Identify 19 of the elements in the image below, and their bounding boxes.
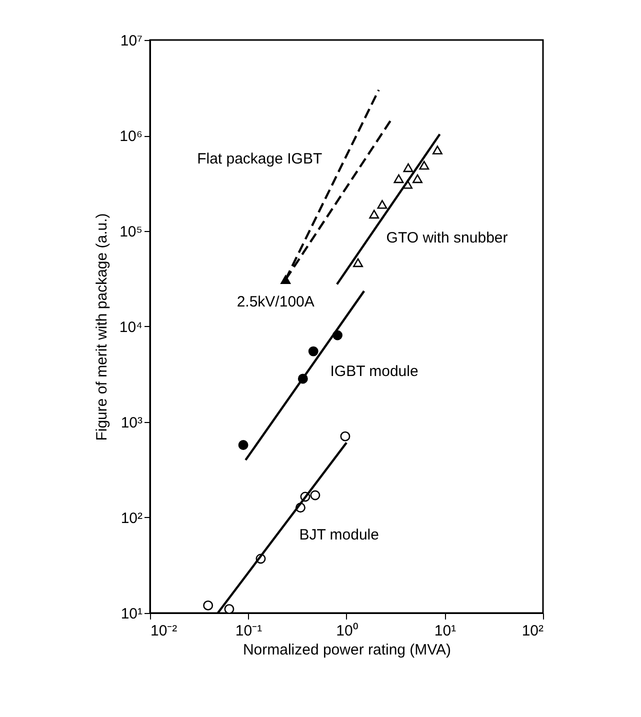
x-tick-label: 10⁻² <box>150 622 178 640</box>
series-label: IGBT module <box>330 363 418 380</box>
y-tick-label: 10⁴ <box>119 319 142 336</box>
series-label: BJT module <box>299 526 379 544</box>
series-label: GTO with snubber <box>386 230 508 247</box>
y-axis-title: Figure of merit with package (a.u.) <box>93 213 110 441</box>
y-tick-label: 10³ <box>120 414 142 432</box>
y-tick-label: 10⁷ <box>120 32 142 50</box>
x-tick-label: 10² <box>522 622 544 640</box>
x-tick-label: 10⁻¹ <box>235 622 262 640</box>
y-tick-label: 10² <box>120 510 142 527</box>
annotation: 2.5kV/100A <box>236 294 314 311</box>
y-tick-label: 10⁶ <box>120 128 142 145</box>
x-tick-label: 10⁰ <box>336 622 358 640</box>
series-label: Flat package IGBT <box>197 150 322 168</box>
x-axis-title: Normalized power rating (MVA) <box>242 642 452 658</box>
y-tick-label: 10¹ <box>120 606 142 622</box>
x-tick-label: 10¹ <box>434 622 456 640</box>
y-tick-label: 10⁵ <box>120 224 142 240</box>
